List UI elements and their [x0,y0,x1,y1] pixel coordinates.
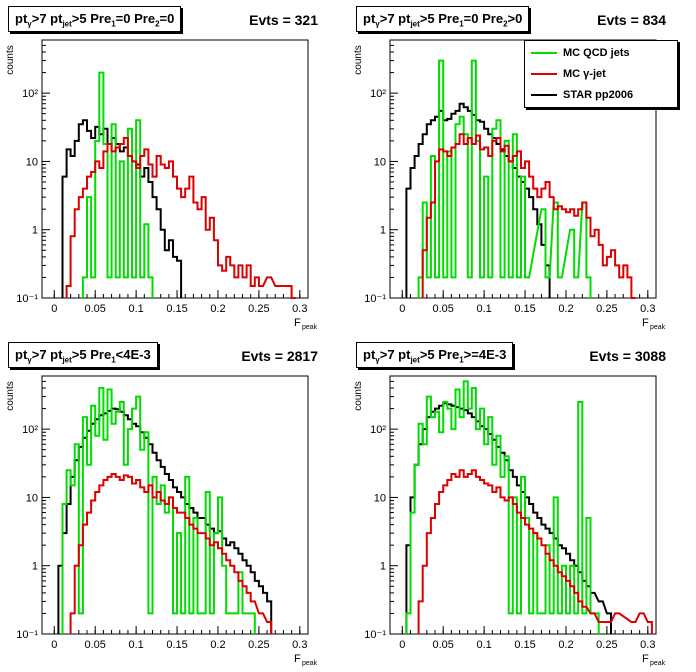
x-axis-label-sub: peak [302,324,318,331]
x-tick-label: 0.25 [596,639,617,651]
series-mc-jet [421,133,636,299]
x-axis-label: F [642,317,649,329]
series-mc-jet [417,469,653,634]
y-tick-label: 10⁻¹ [16,629,38,641]
legend-label-mc-gamma: MC γ-jet [563,68,606,80]
x-tick-label: 0.2 [210,303,225,315]
panel-3-title: ptγ>7 ptjet>5 Pre1<4E-3 [8,342,158,368]
legend-item-mc-gamma: MC γ-jet [531,65,606,83]
y-tick-label: 1 [32,225,38,237]
panel-2-title: ptγ>7 ptjet>5 Pre1=0 Pre2>0 [356,6,530,32]
legend-swatch-mc-gamma [531,73,557,75]
x-tick-label: 0.1 [476,303,491,315]
panel-2-evts: Evts = 834 [597,12,666,28]
x-tick-label: 0.3 [640,639,655,651]
y-tick-label: 10⁻¹ [364,293,386,305]
panel-4-evts: Evts = 3088 [589,348,666,364]
x-tick-label: 0.3 [640,303,655,315]
series-mc-jet [69,473,273,634]
x-tick-label: 0.05 [432,303,453,315]
legend-item-star: STAR pp2006 [531,86,633,104]
plot-4: 0 0.05 0.1 0.15 0.2 0.25 0.3 10⁻¹ 1 10 10² F peak cou… [353,375,666,667]
x-tick-label: 0.2 [210,639,225,651]
panel-1-evts: Evts = 321 [249,12,318,28]
plot-1: 0 0.05 0.1 0.15 0.2 0.25 0.3 10⁻¹ 1 10 10² F peak cou… [5,39,318,331]
plot-frame [41,39,309,299]
x-tick-label: 0.1 [476,639,491,651]
x-tick-label: 0.05 [84,303,105,315]
y-axis-label: counts [353,381,364,410]
series-mc-jet [65,137,296,299]
y-tick-label: 10⁻¹ [364,629,386,641]
legend-swatch-mc-qcd [531,52,557,54]
x-tick-label: 0.25 [248,639,269,651]
x-tick-label: 0.15 [166,639,187,651]
x-axis-label-sub: peak [650,324,666,331]
x-tick-label: 0.3 [292,303,307,315]
y-tick-label: 1 [32,561,38,573]
x-tick-label: 0.15 [514,303,535,315]
plot-frame [389,375,657,635]
y-tick-label: 10 [374,156,386,168]
series-mc-qcd-jets [61,387,256,634]
x-tick-label: 0.2 [558,639,573,651]
series-star-pp2006 [61,119,183,298]
y-tick-label: 10² [370,88,386,100]
y-tick-label: 10 [26,156,38,168]
x-tick-label: 0.1 [128,639,143,651]
series-mc-qcd-jets [405,380,600,634]
x-tick-label: 0.25 [596,303,617,315]
y-tick-label: 10 [374,492,386,504]
plot-3: 0 0.05 0.1 0.15 0.2 0.25 0.3 10⁻¹ 1 10 10² F peak cou… [5,375,318,667]
y-tick-label: 10² [22,424,38,436]
legend-item-mc-qcd: MC QCD jets [531,44,630,62]
x-axis-label: F [294,317,301,329]
y-tick-label: 1 [380,561,386,573]
x-tick-label: 0.25 [248,303,269,315]
x-tick-label: 0 [51,303,57,315]
y-tick-label: 1 [380,225,386,237]
y-tick-label: 10 [26,492,38,504]
x-axis-label-sub: peak [650,660,666,667]
legend: MC QCD jets MC γ-jet STAR pp2006 [524,40,678,108]
x-tick-label: 0.15 [166,303,187,315]
legend-label-star: STAR pp2006 [563,89,634,101]
panel-4-title: ptγ>7 ptjet>5 Pre1>=4E-3 [356,342,514,368]
x-tick-label: 0.2 [558,303,573,315]
x-tick-label: 0.05 [84,639,105,651]
x-axis-label: F [294,653,301,665]
y-axis-label: counts [5,381,16,410]
y-axis-label: counts [353,45,364,74]
legend-swatch-star [531,94,557,96]
y-tick-label: 10⁻¹ [16,293,38,305]
series-mc-qcd-jets [81,71,154,298]
x-axis-label-sub: peak [302,660,318,667]
x-axis-label: F [642,653,649,665]
legend-label-mc-qcd: MC QCD jets [563,47,630,59]
y-tick-label: 10² [370,424,386,436]
x-tick-label: 0 [399,639,405,651]
y-tick-label: 10² [22,88,38,100]
panel-3-evts: Evts = 2817 [241,348,318,364]
x-tick-label: 0.3 [292,639,307,651]
x-tick-label: 0.05 [432,639,453,651]
x-tick-label: 0 [51,639,57,651]
x-tick-label: 0 [399,303,405,315]
x-tick-label: 0.15 [514,639,535,651]
x-tick-label: 0.1 [128,303,143,315]
panel-1-title: ptγ>7 ptjet>5 Pre1=0 Pre2=0 [8,6,182,32]
series-star-pp2006 [57,407,273,634]
y-axis-label: counts [5,45,16,74]
